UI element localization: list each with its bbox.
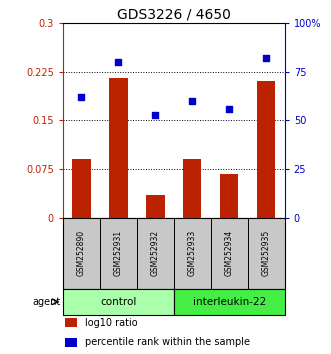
- Text: GSM252933: GSM252933: [188, 230, 197, 276]
- Point: [190, 98, 195, 104]
- Point: [79, 94, 84, 100]
- Bar: [137, 218, 174, 289]
- Text: control: control: [100, 297, 136, 307]
- Text: interleukin-22: interleukin-22: [193, 297, 266, 307]
- Bar: [72, 159, 91, 218]
- Bar: [65, 338, 77, 347]
- Title: GDS3226 / 4650: GDS3226 / 4650: [117, 8, 231, 22]
- Text: GSM252935: GSM252935: [262, 230, 271, 276]
- Point: [263, 55, 269, 61]
- Point: [226, 106, 232, 112]
- Text: percentile rank within the sample: percentile rank within the sample: [85, 337, 250, 347]
- Bar: [146, 195, 165, 218]
- Text: GSM252890: GSM252890: [77, 230, 86, 276]
- Bar: [248, 218, 285, 289]
- Bar: [183, 159, 202, 218]
- Bar: [174, 289, 285, 315]
- Text: GSM252932: GSM252932: [151, 230, 160, 276]
- Text: agent: agent: [33, 297, 61, 307]
- Bar: [174, 218, 211, 289]
- Bar: [211, 218, 248, 289]
- Bar: [220, 173, 238, 218]
- Point: [153, 112, 158, 118]
- Bar: [109, 78, 127, 218]
- Bar: [65, 318, 77, 327]
- Bar: [63, 218, 100, 289]
- Text: log10 ratio: log10 ratio: [85, 318, 138, 328]
- Text: GSM252931: GSM252931: [114, 230, 123, 276]
- Text: GSM252934: GSM252934: [225, 230, 234, 276]
- Point: [116, 59, 121, 65]
- Bar: [63, 289, 174, 315]
- Bar: [100, 218, 137, 289]
- Bar: [257, 81, 275, 218]
